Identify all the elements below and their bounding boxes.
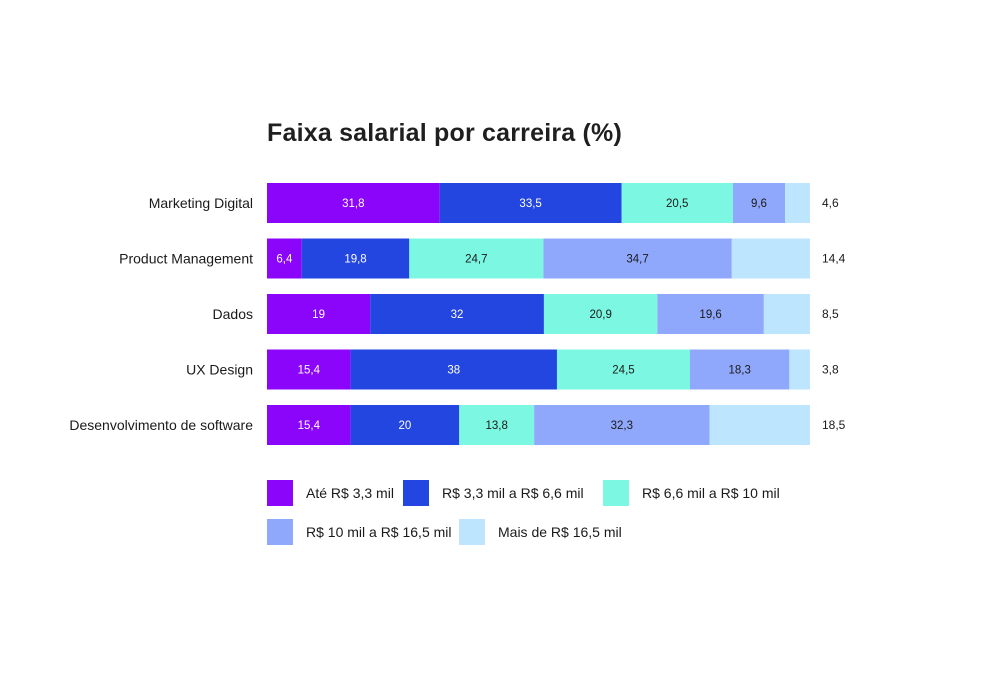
legend-label: R$ 10 mil a R$ 16,5 mil [306,524,452,540]
legend-item-3: R$ 10 mil a R$ 16,5 mil [267,518,452,546]
bar-segment-cat-ux-design-s1 [350,349,557,390]
legend-swatch [403,480,429,506]
data-label-cat-ux-design-s0: 15,4 [298,365,321,377]
data-label-cat-desenvolvimento-de-software-s1: 20 [399,420,412,432]
legend-item-2: R$ 6,6 mil a R$ 10 mil [603,479,780,507]
bar-row-cat-marketing-digital: 31,8 33,5 20,5 9,6 [267,183,810,223]
data-label-cat-ux-design-s3: 18,3 [728,365,750,377]
bar-segment-cat-marketing-digital-s3 [732,183,786,223]
bar-segment-cat-ux-design-s3 [689,349,790,390]
bar-segment-cat-desenvolvimento-de-software-s2 [459,405,535,445]
bar-segment-cat-desenvolvimento-de-software-s4 [709,405,810,445]
legend-label: Mais de R$ 16,5 mil [498,524,622,540]
bar-segment-cat-dados-s0 [267,294,371,334]
bar-segment-cat-dados-s2 [543,294,658,334]
data-label-cat-desenvolvimento-de-software-s3: 32,3 [611,420,633,432]
bar-row-cat-dados: 19 32 20,9 19,6 [267,294,810,334]
data-label-cat-product-management-s2: 24,7 [465,254,487,266]
bar-segment-cat-marketing-digital-s1 [439,183,622,223]
bar-segment-cat-product-management-s3 [543,238,732,279]
category-label-cat-dados: Dados [213,306,253,322]
legend-label: R$ 3,3 mil a R$ 6,6 mil [442,485,584,501]
data-label-cat-marketing-digital-s0: 31,8 [342,198,364,210]
bar-segment-cat-marketing-digital-s0 [267,183,440,223]
data-label-cat-product-management-s4: 14,4 [822,252,846,266]
category-label-cat-marketing-digital: Marketing Digital [149,195,253,211]
bar-segment-cat-ux-design-s0 [267,349,351,390]
legend-swatch [459,519,485,545]
data-label-cat-dados-s2: 20,9 [589,309,611,321]
category-label-cat-product-management: Product Management [119,251,253,267]
data-label-cat-marketing-digital-s2: 20,5 [666,198,688,210]
bar-segment-cat-desenvolvimento-de-software-s1 [350,405,460,445]
bar-segment-cat-desenvolvimento-de-software-s3 [534,405,710,445]
data-label-cat-product-management-s3: 34,7 [626,254,648,266]
data-label-cat-ux-design-s4: 3,8 [822,363,839,377]
data-label-cat-marketing-digital-s4: 4,6 [822,196,839,210]
legend-swatch [267,519,293,545]
bar-segment-cat-product-management-s0 [267,238,302,279]
bar-segment-cat-marketing-digital-s4 [785,183,810,223]
chart-title: Faixa salarial por carreira (%) [267,119,622,147]
category-label-cat-ux-design: UX Design [186,362,253,378]
bar-row-cat-ux-design: 15,4 38 24,5 18,3 [267,349,810,390]
legend-item-4: Mais de R$ 16,5 mil [459,518,622,546]
data-label-cat-product-management-s0: 6,4 [276,254,293,266]
data-label-cat-dados-s0: 19 [312,309,325,321]
bar-segment-cat-dados-s3 [657,294,764,334]
bar-segment-cat-marketing-digital-s2 [621,183,733,223]
bar-row-cat-product-management: 6,4 19,8 24,7 34,7 [267,238,810,279]
data-label-cat-dados-s3: 19,6 [699,309,721,321]
data-label-cat-desenvolvimento-de-software-s0: 15,4 [298,420,321,432]
legend-label: R$ 6,6 mil a R$ 10 mil [642,485,780,501]
data-label-cat-ux-design-s2: 24,5 [612,365,634,377]
legend-label: Até R$ 3,3 mil [306,485,394,501]
category-label-cat-desenvolvimento-de-software: Desenvolvimento de software [69,417,253,433]
data-label-cat-desenvolvimento-de-software-s2: 13,8 [485,420,507,432]
bar-segment-cat-dados-s4 [763,294,810,334]
bar-segment-cat-product-management-s4 [731,238,810,279]
data-label-cat-marketing-digital-s3: 9,6 [751,198,767,210]
bar-segment-cat-product-management-s1 [301,238,410,279]
bar-segment-cat-ux-design-s2 [556,349,690,390]
legend-item-0: Até R$ 3,3 mil [267,479,394,507]
data-label-cat-dados-s1: 32 [451,309,464,321]
legend-item-1: R$ 3,3 mil a R$ 6,6 mil [403,479,584,507]
data-label-cat-marketing-digital-s1: 33,5 [519,198,541,210]
bar-segment-cat-dados-s1 [370,294,544,334]
data-label-cat-dados-s4: 8,5 [822,307,839,321]
data-label-cat-desenvolvimento-de-software-s4: 18,5 [822,418,846,432]
bar-segment-cat-product-management-s2 [409,238,544,279]
legend-swatch [267,480,293,506]
legend-swatch [603,480,629,506]
bar-segment-cat-desenvolvimento-de-software-s0 [267,405,351,445]
data-label-cat-ux-design-s1: 38 [447,365,460,377]
data-label-cat-product-management-s1: 19,8 [344,254,366,266]
bar-row-cat-desenvolvimento-de-software: 15,4 20 13,8 32,3 [267,405,810,445]
bar-segment-cat-ux-design-s4 [789,349,810,390]
